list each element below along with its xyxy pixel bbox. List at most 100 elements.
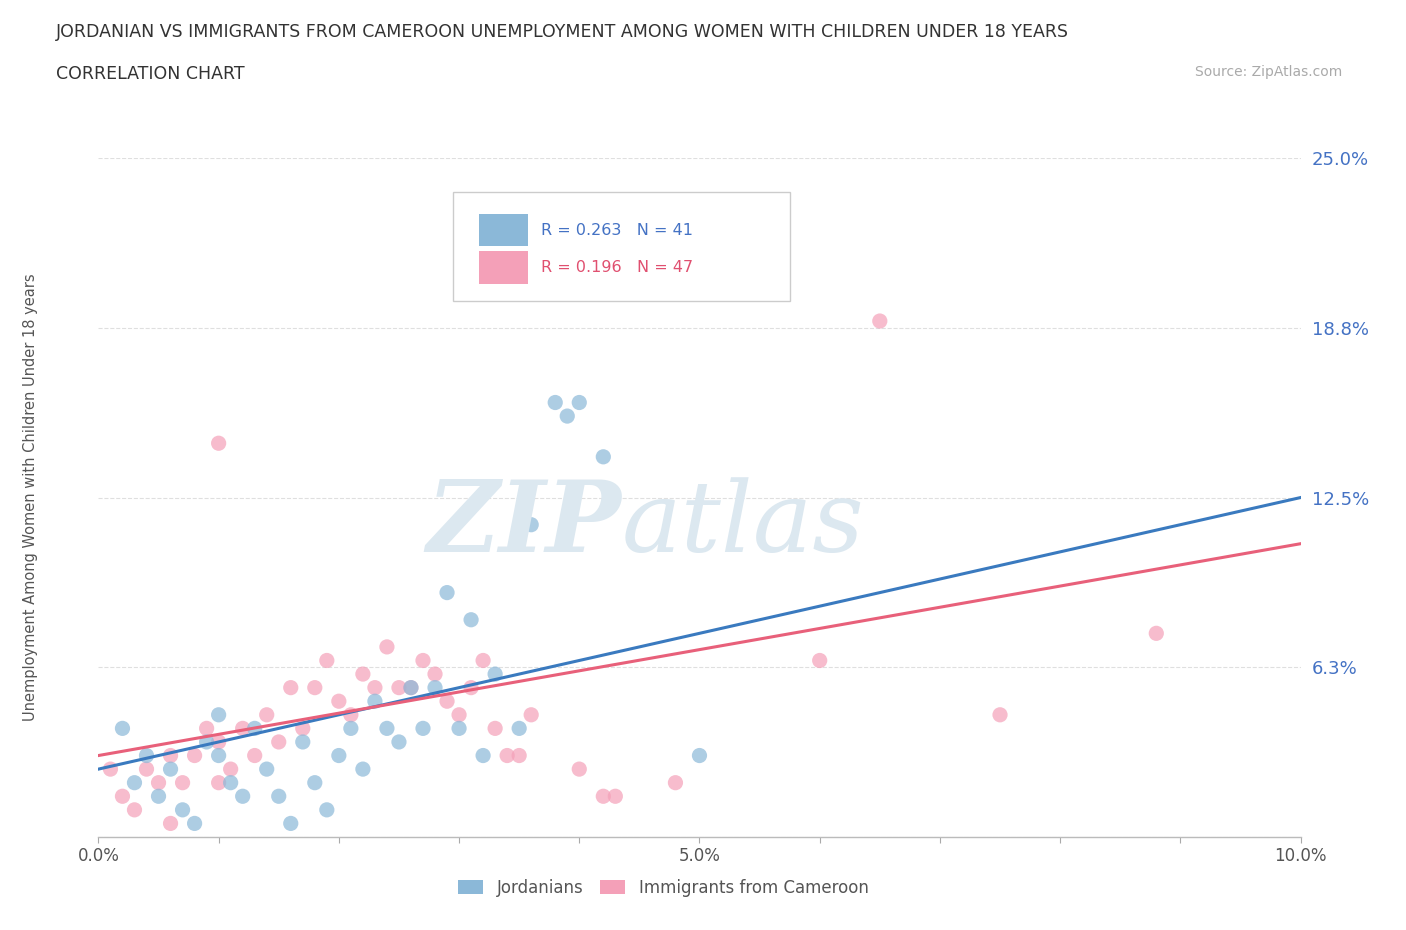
Point <box>508 721 530 736</box>
Point <box>412 721 434 736</box>
Point <box>592 449 614 464</box>
Point <box>436 585 458 600</box>
Bar <box>479 214 527 246</box>
Point <box>423 667 446 682</box>
Point <box>340 721 363 736</box>
Point <box>111 721 134 736</box>
Point <box>315 803 337 817</box>
Point <box>447 708 470 723</box>
Text: Unemployment Among Women with Children Under 18 years: Unemployment Among Women with Children U… <box>24 273 38 722</box>
Point <box>808 653 831 668</box>
Point <box>124 776 146 790</box>
Point <box>195 721 218 736</box>
Point <box>472 653 495 668</box>
Point <box>484 721 506 736</box>
Text: R = 0.196   N = 47: R = 0.196 N = 47 <box>541 259 693 275</box>
Point <box>315 653 337 668</box>
Point <box>375 640 398 655</box>
Point <box>520 708 543 723</box>
Point <box>508 748 530 763</box>
Point <box>664 776 686 790</box>
Point <box>124 803 146 817</box>
Point <box>592 789 614 804</box>
Point <box>100 762 122 777</box>
Point <box>496 748 519 763</box>
Point <box>111 789 134 804</box>
Point <box>388 735 411 750</box>
Point <box>183 748 205 763</box>
Point <box>1144 626 1167 641</box>
FancyBboxPatch shape <box>453 193 790 300</box>
Point <box>568 395 591 410</box>
Bar <box>479 251 527 284</box>
Point <box>208 708 231 723</box>
Point <box>340 708 363 723</box>
Point <box>364 680 387 695</box>
Text: Source: ZipAtlas.com: Source: ZipAtlas.com <box>1195 65 1343 79</box>
Text: R = 0.263   N = 41: R = 0.263 N = 41 <box>541 222 693 237</box>
Point <box>436 694 458 709</box>
Point <box>555 408 578 423</box>
Point <box>159 816 181 830</box>
Point <box>364 694 387 709</box>
Point <box>135 748 157 763</box>
Point <box>460 680 482 695</box>
Point <box>399 680 422 695</box>
Point <box>267 789 290 804</box>
Point <box>412 653 434 668</box>
Point <box>172 803 194 817</box>
Legend: Jordanians, Immigrants from Cameroon: Jordanians, Immigrants from Cameroon <box>451 872 875 903</box>
Point <box>159 762 181 777</box>
Point <box>375 721 398 736</box>
Point <box>304 680 326 695</box>
Point <box>232 789 254 804</box>
Point <box>232 721 254 736</box>
Point <box>605 789 627 804</box>
Point <box>148 789 170 804</box>
Point <box>688 748 710 763</box>
Point <box>399 680 422 695</box>
Point <box>291 735 314 750</box>
Point <box>328 748 350 763</box>
Point <box>267 735 290 750</box>
Point <box>208 776 231 790</box>
Point <box>988 708 1011 723</box>
Point <box>869 313 891 328</box>
Text: CORRELATION CHART: CORRELATION CHART <box>56 65 245 83</box>
Text: ZIP: ZIP <box>426 476 621 573</box>
Point <box>520 517 543 532</box>
Point <box>208 735 231 750</box>
Point <box>256 762 278 777</box>
Point <box>243 721 266 736</box>
Point <box>388 680 411 695</box>
Point <box>280 816 302 830</box>
Point <box>159 748 181 763</box>
Text: JORDANIAN VS IMMIGRANTS FROM CAMEROON UNEMPLOYMENT AMONG WOMEN WITH CHILDREN UND: JORDANIAN VS IMMIGRANTS FROM CAMEROON UN… <box>56 23 1069 41</box>
Point <box>135 762 157 777</box>
Point <box>352 762 374 777</box>
Point <box>219 762 242 777</box>
Point <box>352 667 374 682</box>
Point <box>183 816 205 830</box>
Point <box>291 721 314 736</box>
Point <box>484 667 506 682</box>
Point <box>148 776 170 790</box>
Point <box>304 776 326 790</box>
Point <box>423 680 446 695</box>
Text: atlas: atlas <box>621 477 865 572</box>
Point <box>243 748 266 763</box>
Point <box>460 612 482 627</box>
Point <box>195 735 218 750</box>
Point <box>172 776 194 790</box>
Point <box>664 246 686 260</box>
Point <box>208 436 231 451</box>
Point <box>208 748 231 763</box>
Point <box>447 721 470 736</box>
Point <box>219 776 242 790</box>
Point <box>472 748 495 763</box>
Point <box>544 395 567 410</box>
Point <box>568 762 591 777</box>
Point <box>280 680 302 695</box>
Point <box>256 708 278 723</box>
Point <box>328 694 350 709</box>
